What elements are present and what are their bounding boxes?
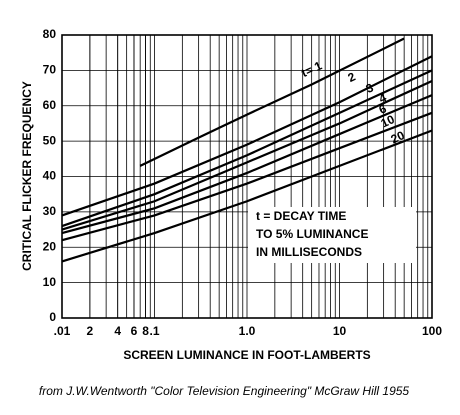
line <box>61 111 433 242</box>
line <box>61 79 433 231</box>
y-tick-label: 60 <box>43 98 57 112</box>
y-tick-label: 0 <box>49 310 56 324</box>
y-tick-label: 40 <box>43 169 57 183</box>
annotation: TO 5% LUMINANCE <box>256 227 368 241</box>
x-tick-label: .1 <box>149 324 159 338</box>
x-tick-label: 100 <box>422 324 442 338</box>
line <box>61 55 433 217</box>
x-tick-label: 8 <box>142 324 149 338</box>
x-tick-label: 4 <box>114 324 121 338</box>
curve-label: 3 <box>364 80 376 96</box>
x-tick-label: .01 <box>54 324 71 338</box>
line <box>139 37 405 167</box>
annotation: t = DECAY TIME <box>256 209 346 223</box>
x-tick-label: 10 <box>333 324 347 338</box>
y-axis-label: CRITICAL FLICKER FREQUENCY <box>20 81 34 271</box>
y-tick-label: 20 <box>43 239 57 253</box>
y-tick-label: 70 <box>43 63 57 77</box>
annotation: IN MILLISECONDS <box>256 245 362 259</box>
line <box>61 94 433 235</box>
curve-label: 2 <box>346 69 358 85</box>
y-tick-label: 10 <box>43 275 57 289</box>
annotation-box <box>248 207 416 263</box>
curve-label: 20 <box>389 128 407 146</box>
y-tick-label: 50 <box>43 133 57 147</box>
x-tick-label: 2 <box>87 324 94 338</box>
line <box>61 69 433 228</box>
caption: from J.W.Wentworth "Color Television Eng… <box>39 384 410 398</box>
y-tick-label: 30 <box>43 204 57 218</box>
y-tick-label: 80 <box>43 27 57 41</box>
x-tick-label: 6 <box>131 324 138 338</box>
x-axis-label: SCREEN LUMINANCE IN FOOT-LAMBERTS <box>123 348 370 362</box>
line <box>61 129 433 263</box>
curve-label: 10 <box>379 112 397 130</box>
x-tick-label: 1.0 <box>239 324 256 338</box>
